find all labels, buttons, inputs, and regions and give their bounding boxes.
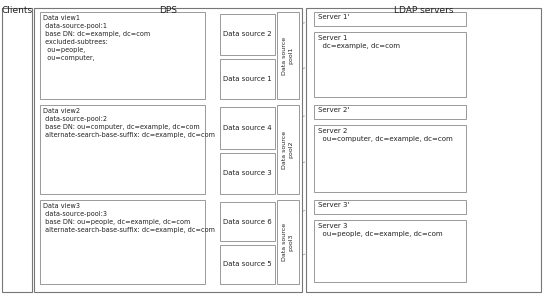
Text: Data source 5: Data source 5: [223, 261, 272, 268]
FancyBboxPatch shape: [40, 200, 205, 284]
Text: Data view2
 data-source-pool:2
 base DN: ou=computer, dc=example, dc=com
 altern: Data view2 data-source-pool:2 base DN: o…: [43, 108, 215, 138]
FancyBboxPatch shape: [220, 59, 275, 99]
FancyBboxPatch shape: [314, 200, 466, 214]
Text: Server 3
  ou=people, dc=example, dc=com: Server 3 ou=people, dc=example, dc=com: [318, 223, 443, 237]
Text: Server 1': Server 1': [318, 14, 349, 20]
Text: Data source 3: Data source 3: [223, 170, 272, 176]
Text: Data source 6: Data source 6: [223, 219, 272, 225]
Text: Server 1
  dc=example, dc=com: Server 1 dc=example, dc=com: [318, 35, 400, 49]
Text: Server 2': Server 2': [318, 107, 349, 113]
Text: Data source
pool3: Data source pool3: [282, 223, 294, 261]
Text: Data view1
 data-source-pool:1
 base DN: dc=example, dc=com
 excluded-subtrees:
: Data view1 data-source-pool:1 base DN: d…: [43, 15, 150, 61]
FancyBboxPatch shape: [220, 202, 275, 241]
Text: Data source
pool1: Data source pool1: [282, 37, 294, 75]
Text: Data source 1: Data source 1: [223, 76, 272, 82]
FancyBboxPatch shape: [34, 8, 302, 292]
FancyBboxPatch shape: [314, 125, 466, 192]
FancyBboxPatch shape: [220, 14, 275, 55]
Text: Server 2
  ou=computer, dc=example, dc=com: Server 2 ou=computer, dc=example, dc=com: [318, 128, 453, 142]
FancyBboxPatch shape: [2, 8, 32, 292]
FancyBboxPatch shape: [314, 12, 466, 26]
FancyBboxPatch shape: [40, 12, 205, 99]
FancyBboxPatch shape: [220, 107, 275, 148]
Text: Data source 2: Data source 2: [223, 31, 272, 37]
FancyBboxPatch shape: [220, 245, 275, 284]
Text: Server 3': Server 3': [318, 202, 349, 208]
FancyBboxPatch shape: [220, 152, 275, 194]
Text: Data source
pool2: Data source pool2: [282, 130, 294, 169]
FancyBboxPatch shape: [40, 105, 205, 194]
FancyBboxPatch shape: [306, 8, 541, 292]
Text: DPS: DPS: [159, 6, 177, 15]
Text: Clients: Clients: [2, 6, 33, 15]
Text: Data source 4: Data source 4: [223, 125, 272, 131]
FancyBboxPatch shape: [277, 105, 299, 194]
FancyBboxPatch shape: [277, 12, 299, 99]
FancyBboxPatch shape: [314, 32, 466, 97]
FancyBboxPatch shape: [277, 200, 299, 284]
FancyBboxPatch shape: [314, 220, 466, 282]
FancyBboxPatch shape: [314, 105, 466, 119]
Text: LDAP servers: LDAP servers: [393, 6, 453, 15]
Text: Data view3
 data-source-pool:3
 base DN: ou=people, dc=example, dc=com
 alternat: Data view3 data-source-pool:3 base DN: o…: [43, 203, 215, 233]
